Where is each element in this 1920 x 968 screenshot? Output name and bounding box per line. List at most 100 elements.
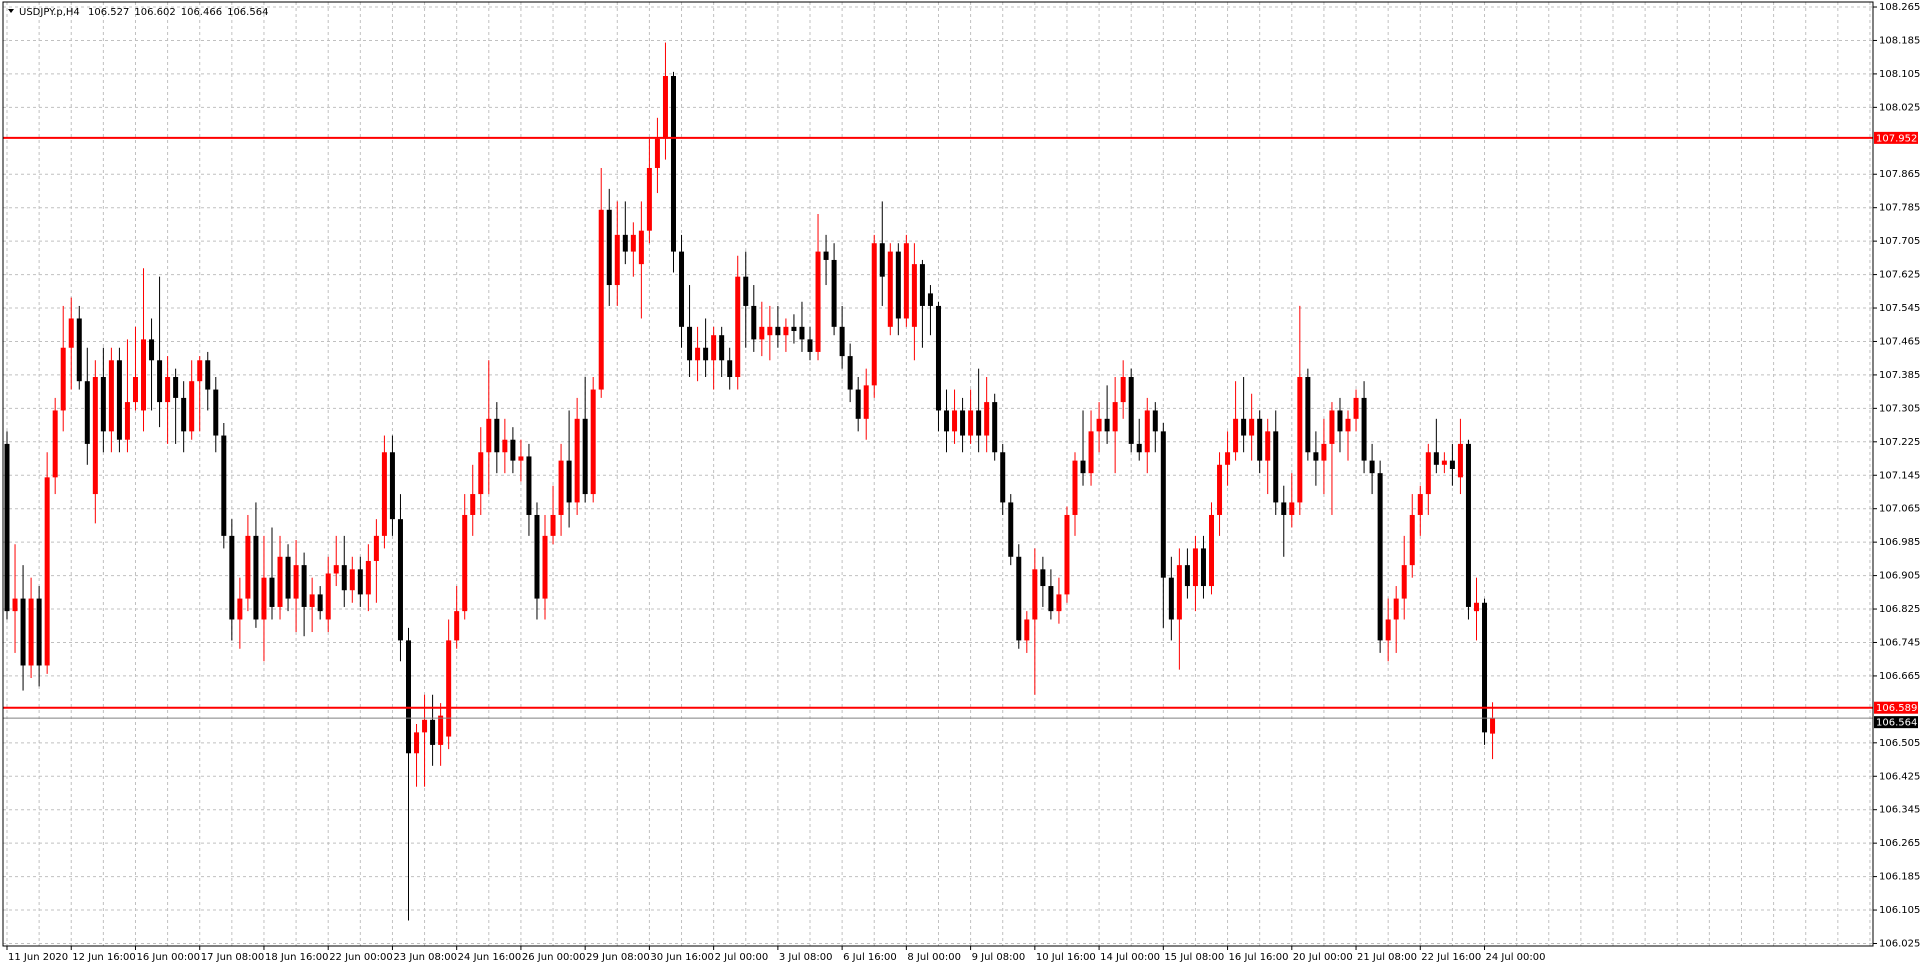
candle-body [1024, 619, 1030, 641]
level-label: 106.589 [1876, 703, 1917, 714]
candle-body [285, 556, 291, 599]
candle-body [791, 326, 797, 332]
candle-body [108, 360, 114, 432]
candle-body [1265, 431, 1271, 461]
y-tick-label: 106.345 [1879, 805, 1920, 816]
candle-body [1064, 514, 1070, 595]
y-tick-label: 107.065 [1879, 504, 1920, 515]
candle-body [157, 360, 163, 403]
y-tick-label: 106.105 [1879, 905, 1920, 916]
x-tick-label: 3 Jul 08:00 [779, 952, 833, 963]
candle-body [373, 535, 379, 561]
x-tick-label: 18 Jun 16:00 [265, 952, 329, 963]
y-tick-label: 107.865 [1879, 169, 1920, 180]
candle-body [751, 305, 757, 340]
candle-body [52, 410, 58, 478]
candle-body [1401, 565, 1407, 599]
x-tick-label: 24 Jul 00:00 [1486, 952, 1546, 963]
candle-body [1345, 418, 1351, 432]
candle-body [1209, 514, 1214, 587]
candle-body [960, 410, 966, 436]
candle-body [1305, 377, 1311, 453]
y-tick-label: 106.425 [1879, 771, 1920, 782]
candle-body [20, 598, 26, 666]
candle-body [1200, 548, 1206, 587]
candle-body [687, 326, 693, 361]
candle-body [662, 75, 668, 139]
candle-body [397, 519, 403, 641]
x-tick-label: 30 Jun 16:00 [650, 952, 714, 963]
candles [4, 42, 1496, 921]
candle-body [1337, 410, 1343, 432]
candle-body [502, 439, 508, 453]
candle-body [783, 326, 789, 336]
candle-body [1104, 418, 1110, 432]
candle-body [92, 377, 98, 495]
candle-body [1136, 443, 1142, 453]
candle-body [775, 326, 781, 336]
candle-body [895, 251, 901, 319]
candle-body [670, 75, 676, 252]
candle-body [1184, 565, 1190, 587]
candle-body [598, 209, 604, 390]
y-tick-label: 107.705 [1879, 236, 1920, 247]
candle-body [542, 535, 548, 599]
candle-body [759, 326, 765, 340]
x-tick-label: 21 Jul 08:00 [1357, 952, 1417, 963]
menu-arrow[interactable] [8, 9, 14, 13]
x-tick-label: 23 Jun 08:00 [393, 952, 457, 963]
candle-body [1473, 602, 1479, 612]
candle-body [165, 377, 171, 403]
candle-body [422, 719, 428, 733]
candle-body [590, 389, 596, 495]
y-tick-label: 106.185 [1879, 872, 1920, 883]
candle-body [534, 514, 540, 599]
candle-body [1321, 443, 1327, 461]
candle-body [1385, 619, 1391, 641]
candle-body [1016, 556, 1022, 641]
candle-body [855, 389, 861, 419]
candle-body [189, 381, 195, 432]
candle-body [1425, 452, 1431, 495]
candle-body [12, 598, 18, 612]
x-tick-label: 9 Jul 08:00 [972, 952, 1026, 963]
candle-body [823, 251, 829, 260]
candle-body [349, 569, 355, 591]
candle-body [1152, 410, 1158, 432]
candle-body [181, 397, 187, 432]
candle-body [277, 556, 283, 607]
candle-body [630, 234, 636, 252]
x-tick-label: 15 Jul 08:00 [1164, 952, 1224, 963]
candle-body [293, 565, 299, 599]
candle-body [574, 418, 580, 503]
candle-body [446, 640, 452, 737]
candle-body [1433, 452, 1439, 465]
candle-body [1192, 548, 1198, 587]
candle-body [269, 577, 275, 607]
candle-body [1040, 569, 1046, 587]
y-tick-label: 107.545 [1879, 303, 1920, 314]
candle-body [1048, 586, 1054, 612]
candle-body [205, 360, 211, 390]
candle-body [357, 569, 363, 595]
x-tick-label: 16 Jul 16:00 [1229, 952, 1289, 963]
y-tick-label: 106.665 [1879, 671, 1920, 682]
x-tick-label: 12 Jun 16:00 [72, 952, 136, 963]
candle-body [1465, 443, 1471, 607]
candle-body [149, 339, 155, 361]
candle-body [1409, 514, 1415, 566]
candle-body [847, 356, 853, 390]
candle-body [1241, 418, 1247, 436]
candle-body [582, 418, 588, 495]
candle-body [1393, 598, 1399, 620]
candle-body [558, 460, 564, 515]
candle-body [44, 477, 50, 666]
candle-body [1217, 464, 1223, 515]
y-tick-label: 106.265 [1879, 838, 1920, 849]
candle-body [309, 594, 315, 607]
candle-body [1353, 397, 1359, 419]
overlay: 107.952 106.589 106.564 [3, 131, 1918, 729]
y-tick-label: 106.025 [1879, 938, 1920, 949]
y-tick-label: 108.025 [1879, 102, 1920, 113]
candle-body [703, 347, 709, 361]
